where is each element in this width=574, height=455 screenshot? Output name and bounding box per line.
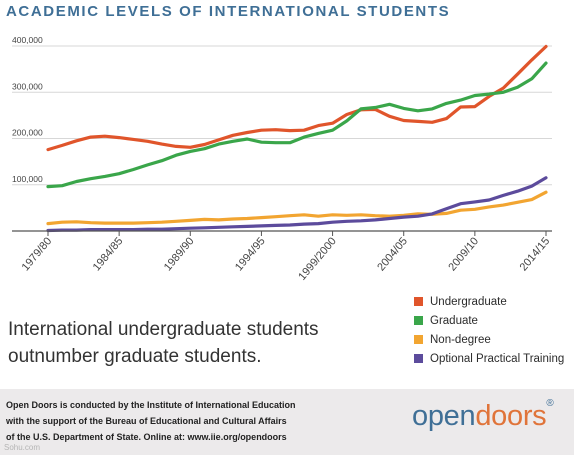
x-tick-label: 2009/10	[446, 235, 481, 273]
legend-label-non-degree: Non-degree	[430, 333, 491, 346]
y-tick-label: 200,000	[12, 128, 43, 138]
y-tick-label: 400,000	[12, 35, 43, 45]
legend-swatch-undergraduate	[414, 297, 423, 306]
footer-line-3: of the U.S. Department of State. Online …	[6, 432, 287, 442]
legend-item-non-degree: Non-degree	[414, 330, 564, 349]
footer-panel: Open Doors is conducted by the Institute…	[0, 389, 574, 455]
y-axis-tick-labels: 100,000 200,000 300,000 400,000	[12, 35, 43, 184]
watermark: Sohu.com	[4, 443, 41, 452]
logo-text-doors: doors	[475, 400, 547, 432]
y-tick-label: 300,000	[12, 81, 43, 91]
x-tick-label: 2014/15	[518, 235, 553, 273]
series-line-non-degree	[46, 190, 548, 226]
chart-subtitle: International undergraduate students out…	[8, 316, 319, 370]
subtitle-line-1: International undergraduate students	[8, 319, 319, 340]
subtitle-line-2: outnumber graduate students.	[8, 346, 262, 367]
legend-item-opt: Optional Practical Training	[414, 349, 564, 368]
series-line-graduate	[46, 61, 548, 189]
legend-label-opt: Optional Practical Training	[430, 352, 565, 365]
chart-title: ACADEMIC LEVELS OF INTERNATIONAL STUDENT…	[6, 3, 451, 20]
series-lines	[46, 44, 548, 233]
legend-label-graduate: Graduate	[430, 314, 478, 327]
series-line-optional-practical-training	[46, 176, 548, 233]
x-tick-label: 1994/95	[233, 235, 268, 273]
x-tick-label: 1984/85	[91, 235, 126, 273]
legend-swatch-graduate	[414, 316, 423, 325]
x-tick-label: 1979/80	[20, 235, 55, 273]
opendoors-logo: opendoors®	[412, 398, 554, 433]
legend-item-graduate: Graduate	[414, 311, 564, 330]
x-tick-label: 1989/90	[162, 235, 197, 273]
legend-label-undergraduate: Undergraduate	[430, 295, 507, 308]
x-axis-tick-labels: 1979/80 1984/85 1989/90 1994/95 1999/2000 200…	[20, 231, 553, 283]
x-tick-label: 2004/05	[375, 235, 410, 273]
chart-legend: Undergraduate Graduate Non-degree Option…	[414, 292, 564, 368]
footer-line-2: with the support of the Bureau of Educat…	[6, 416, 287, 426]
registered-mark: ®	[546, 398, 554, 409]
line-chart: 100,000 200,000 300,000 400,000 1979/80 1984…	[12, 35, 553, 283]
legend-item-undergraduate: Undergraduate	[414, 292, 564, 311]
logo-text-open: open	[412, 400, 476, 432]
x-tick-label: 1999/2000	[296, 235, 339, 283]
y-tick-label: 100,000	[12, 174, 43, 184]
footer-line-1: Open Doors is conducted by the Institute…	[6, 400, 296, 410]
legend-swatch-non-degree	[414, 335, 423, 344]
legend-swatch-opt	[414, 354, 423, 363]
series-line-undergraduate	[46, 44, 548, 152]
gridlines	[12, 45, 552, 186]
footer-credit: Open Doors is conducted by the Institute…	[6, 397, 296, 445]
